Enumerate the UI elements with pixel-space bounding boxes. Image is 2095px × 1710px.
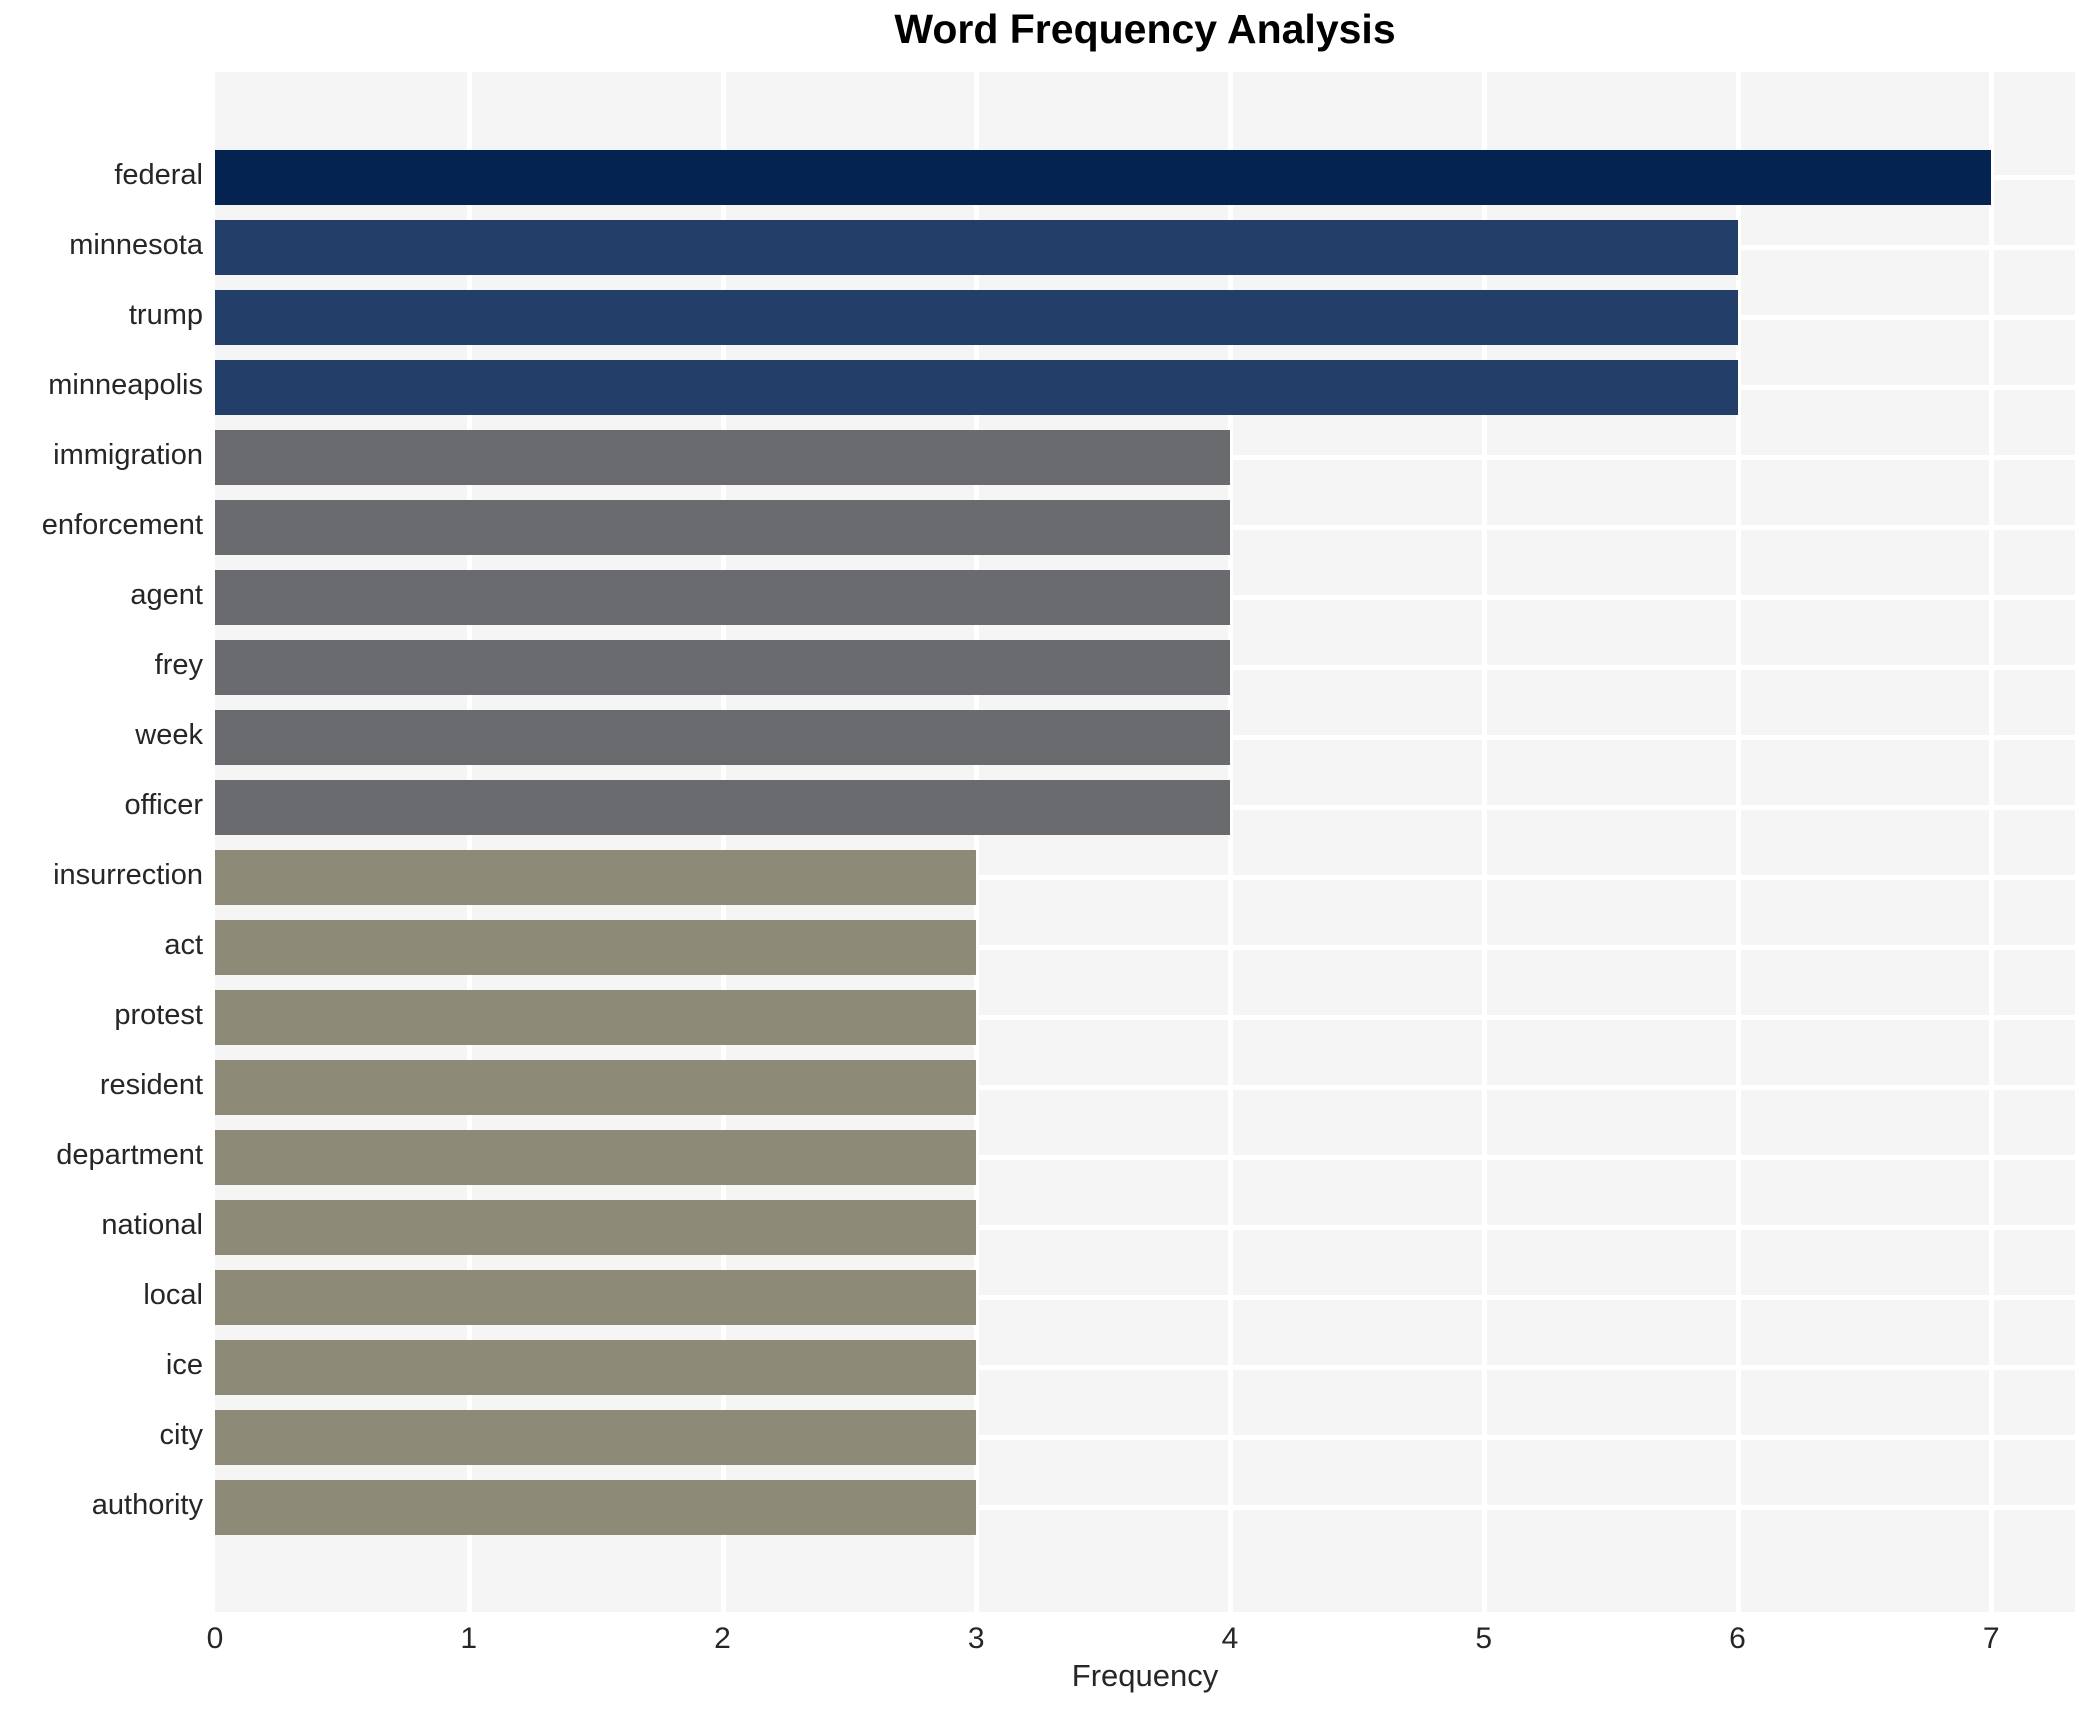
y-tick-label: authority [91,1489,203,1522]
gridline-horizontal [215,1294,2075,1300]
y-tick-label: ice [165,1349,203,1382]
bar-frey [215,639,1230,695]
bar-national [215,1199,977,1255]
bar-officer [215,779,1230,835]
bar-resident [215,1059,977,1115]
gridline-horizontal [215,1084,2075,1090]
y-tick-label: federal [114,159,203,192]
bar-insurrection [215,849,977,905]
x-tick-label: 3 [967,1622,985,1655]
y-tick-label: trump [128,299,203,332]
bar-protest [215,989,977,1045]
bar-federal [215,149,1992,205]
gridline-horizontal [215,944,2075,950]
gridline-vertical [720,72,726,1612]
bar-week [215,709,1230,765]
x-tick-label: 1 [460,1622,478,1655]
gridline-vertical [974,72,980,1612]
y-tick-label: protest [114,999,203,1032]
y-tick-label: local [143,1279,203,1312]
y-tick-label: department [56,1139,203,1172]
gridline-vertical [1228,72,1233,1612]
x-tick-label: 7 [1982,1622,2000,1655]
bar-agent [215,569,1230,625]
y-tick-label: agent [130,579,203,612]
x-axis-label: Frequency [1071,1658,1219,1693]
x-tick-label: 5 [1475,1622,1493,1655]
plot-area [215,72,2075,1612]
gridline-vertical [466,72,472,1612]
bar-city [215,1409,977,1465]
bar-act [215,919,977,975]
gridline-horizontal [215,874,2075,880]
bar-immigration [215,429,1230,485]
gridline-horizontal [215,1154,2075,1160]
bar-authority [215,1479,977,1535]
y-tick-label: frey [154,649,203,682]
bar-trump [215,289,1738,345]
bar-minnesota [215,219,1738,275]
y-tick-label: officer [124,789,203,822]
bar-minneapolis [215,359,1738,415]
x-tick-label: 0 [206,1622,224,1655]
y-tick-label: city [159,1419,204,1452]
y-tick-label: national [101,1209,203,1242]
gridline-horizontal [215,1434,2075,1440]
bar-local [215,1269,977,1325]
y-tick-label: immigration [53,439,203,472]
y-tick-label: minnesota [69,229,203,262]
bar-enforcement [215,499,1230,555]
chart-title: Word Frequency Analysis [894,6,1396,52]
y-tick-label: act [164,929,203,962]
x-tick-label: 2 [714,1622,731,1655]
gridline-vertical [1735,72,1741,1612]
bar-ice [215,1339,977,1395]
bar-department [215,1129,977,1185]
gridline-vertical [1989,72,1995,1612]
gridline-horizontal [215,1504,2075,1510]
y-tick-label: resident [99,1069,203,1102]
y-tick-label: minneapolis [48,369,203,402]
x-tick-label: 4 [1221,1622,1239,1655]
y-tick-label: week [135,719,203,752]
gridline-vertical [1481,72,1487,1612]
x-tick-label: 6 [1729,1622,1746,1655]
y-tick-label: insurrection [53,859,203,892]
y-tick-label: enforcement [41,509,203,542]
gridline-horizontal [215,1014,2075,1020]
gridline-horizontal [215,1364,2075,1370]
gridline-horizontal [215,1224,2075,1230]
